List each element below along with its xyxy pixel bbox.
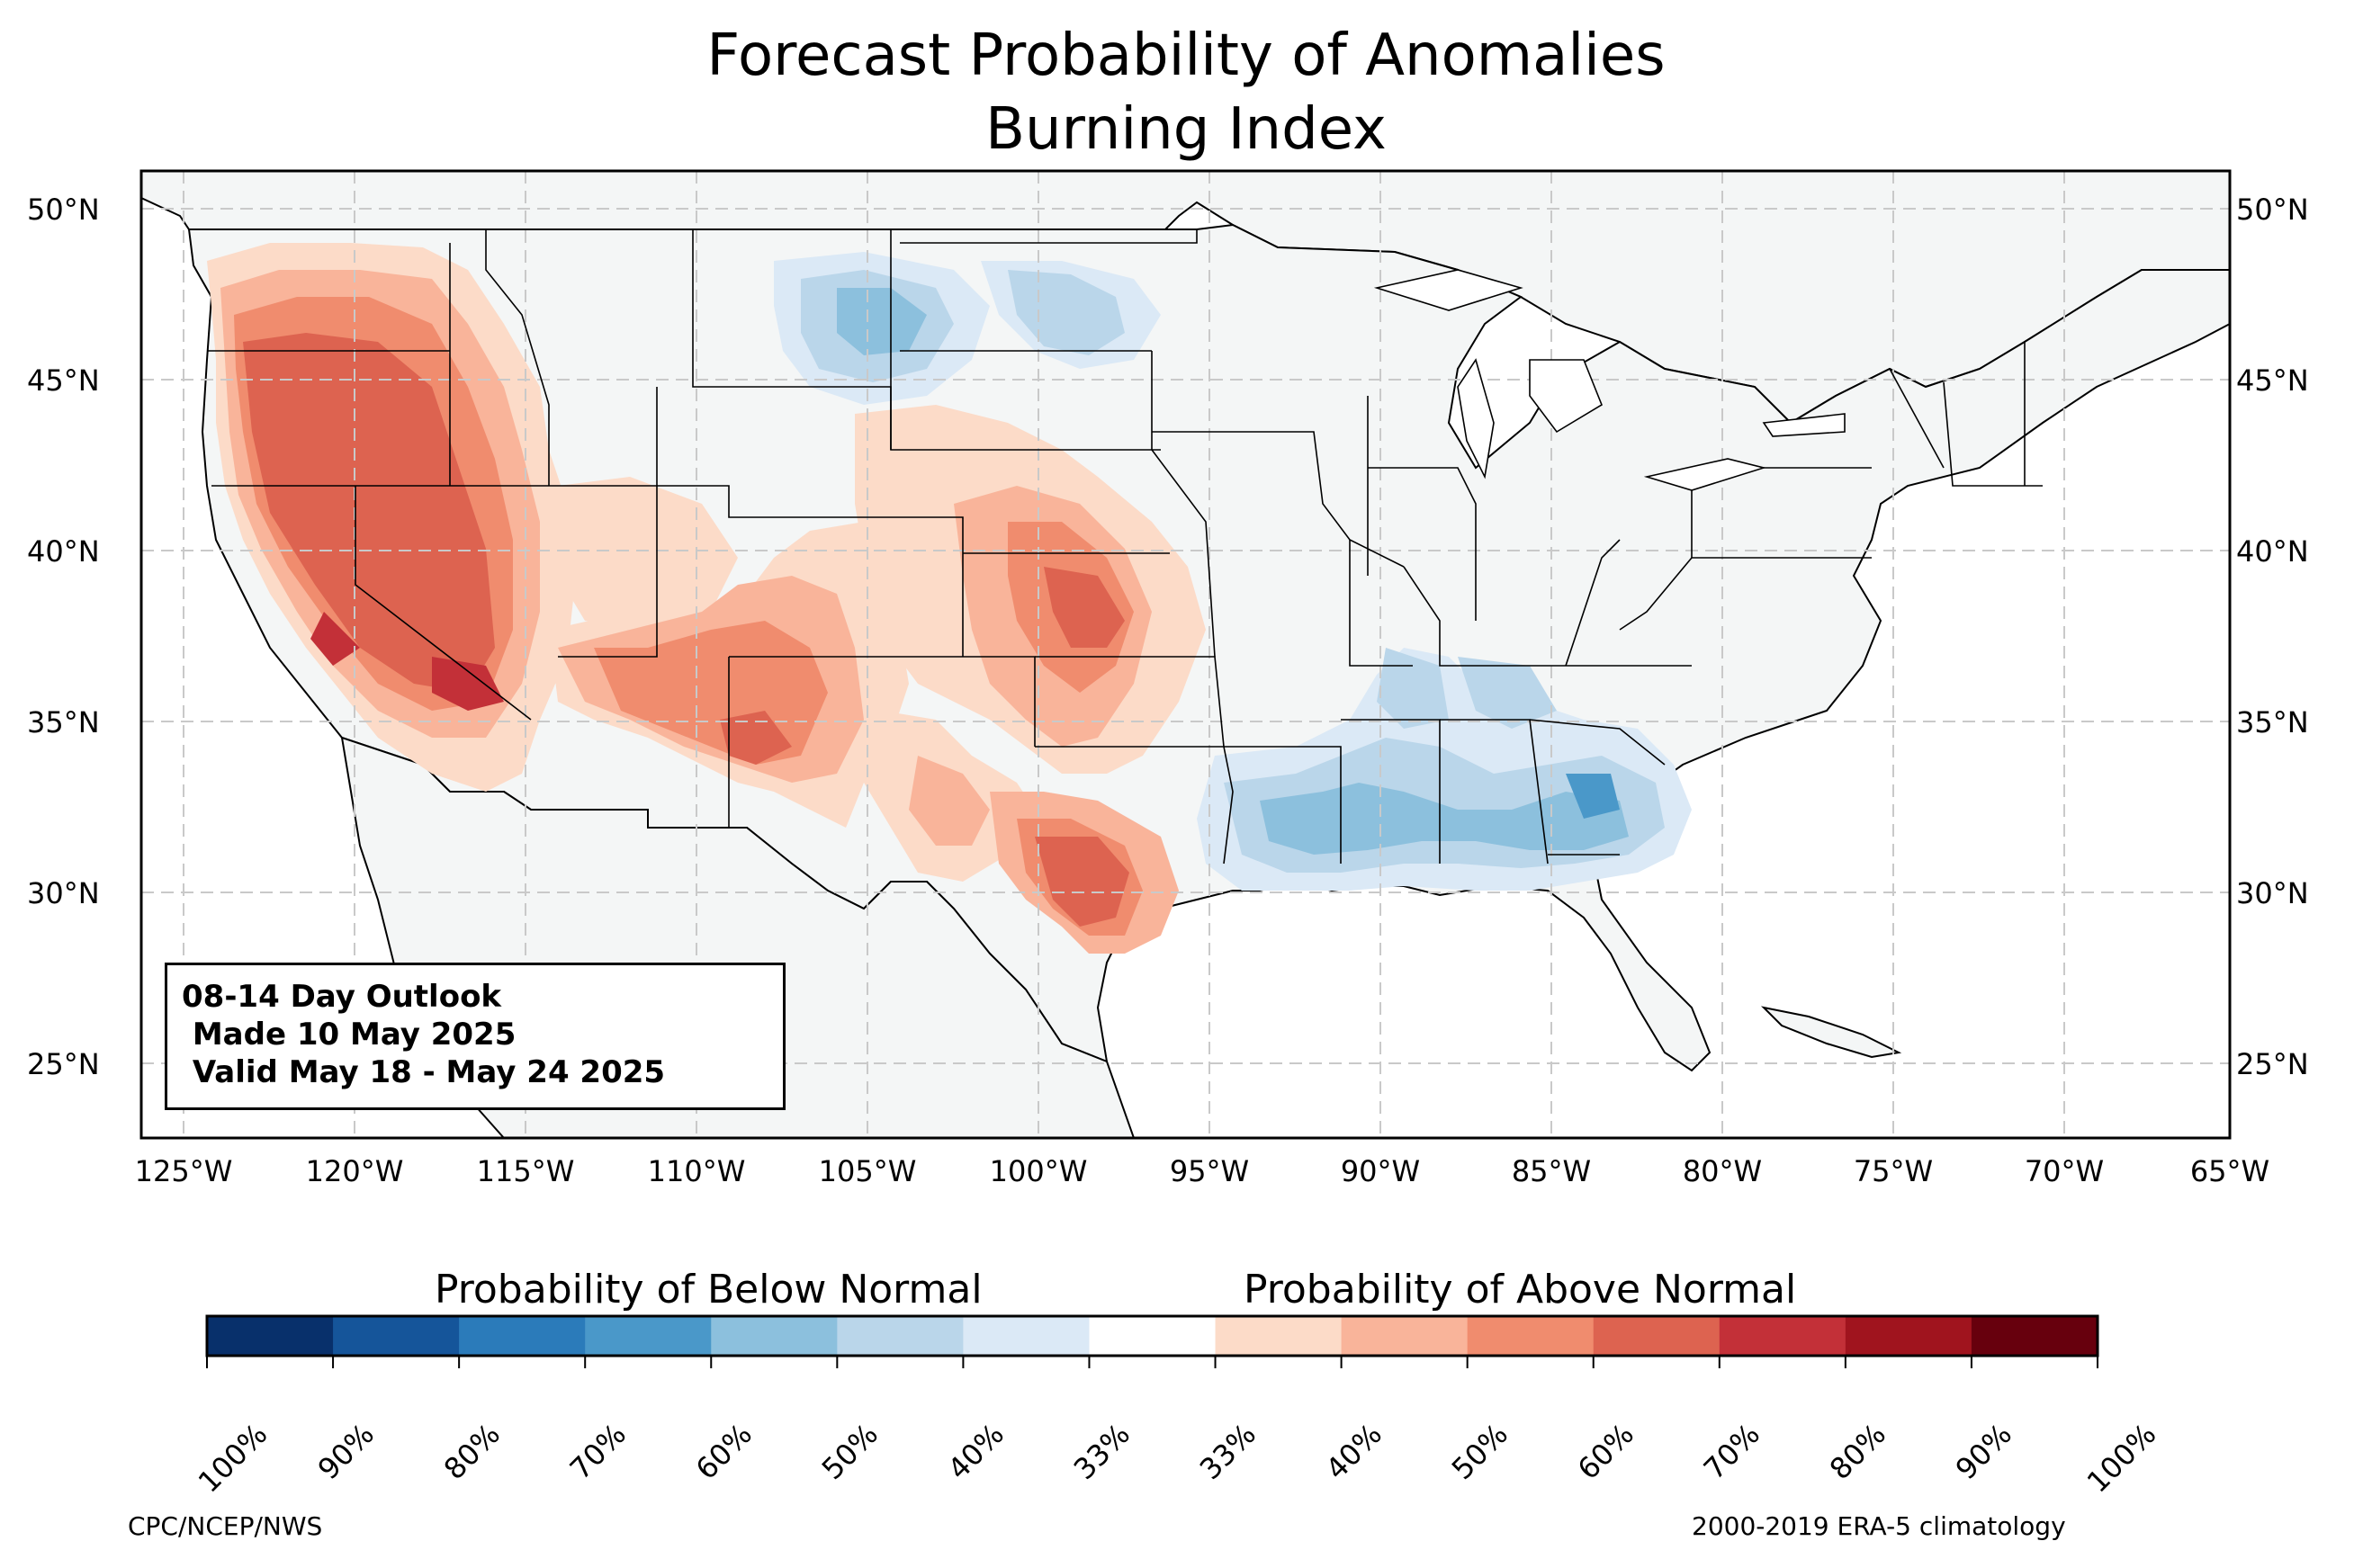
great-lakes bbox=[1373, 269, 1846, 491]
lon-label-65w: 65°W bbox=[2189, 1154, 2270, 1188]
colorbar-swatch bbox=[1341, 1316, 1469, 1356]
credit-source: CPC/NCEP/NWS bbox=[128, 1511, 323, 1541]
lon-label-75w: 75°W bbox=[1853, 1154, 1934, 1188]
lon-label-95w: 95°W bbox=[1169, 1154, 1250, 1188]
cuba-land bbox=[1760, 1006, 1902, 1059]
outlook-period: 08-14 Day Outlook bbox=[182, 979, 502, 1015]
colorbar-swatch bbox=[1467, 1316, 1595, 1356]
lon-label-125w: 125°W bbox=[134, 1154, 233, 1188]
lat-label-40n-right: 40°N bbox=[2236, 534, 2309, 569]
map-subtitle: Burning Index bbox=[985, 96, 1387, 163]
lon-label-90w: 90°W bbox=[1340, 1154, 1421, 1188]
colorbar-swatch bbox=[1215, 1316, 1343, 1356]
map-frame bbox=[139, 169, 2232, 1140]
colorbar-swatch bbox=[711, 1316, 838, 1356]
lat-label-45n-right: 45°N bbox=[2236, 363, 2309, 398]
colorbar-swatch bbox=[837, 1316, 964, 1356]
colorbar-swatch bbox=[1845, 1316, 1972, 1356]
lon-label-70w: 70°W bbox=[2024, 1154, 2105, 1188]
lon-label-110w: 110°W bbox=[647, 1154, 746, 1188]
lon-label-115w: 115°W bbox=[476, 1154, 575, 1188]
lon-label-105w: 105°W bbox=[818, 1154, 917, 1188]
lon-label-120w: 120°W bbox=[305, 1154, 404, 1188]
below-normal-areas bbox=[774, 252, 1692, 891]
colorbar-swatch bbox=[333, 1316, 460, 1356]
colorbar-swatch bbox=[1971, 1316, 2098, 1356]
lat-label-25n-left: 25°N bbox=[27, 1047, 100, 1081]
outlook-made-date: Made 10 May 2025 bbox=[182, 1017, 517, 1053]
lat-label-25n-right: 25°N bbox=[2236, 1047, 2309, 1081]
colorbar-swatch bbox=[1089, 1316, 1217, 1356]
colorbar-swatch bbox=[207, 1316, 334, 1356]
lon-label-85w: 85°W bbox=[1511, 1154, 1592, 1188]
lat-label-50n-right: 50°N bbox=[2236, 193, 2309, 227]
above-normal-areas bbox=[207, 243, 1206, 954]
colorbar-swatch bbox=[1719, 1316, 1846, 1356]
outlook-valid-dates: Valid May 18 - May 24 2025 bbox=[182, 1054, 666, 1090]
lat-label-30n-left: 30°N bbox=[27, 876, 100, 910]
colorbar-outline bbox=[205, 1314, 2099, 1357]
colorbar-swatch bbox=[963, 1316, 1090, 1356]
lat-label-35n-left: 35°N bbox=[27, 705, 100, 739]
credit-climatology: 2000-2019 ERA-5 climatology bbox=[1692, 1511, 2066, 1541]
colorbar bbox=[205, 1314, 2099, 1368]
colorbar-swatch bbox=[1593, 1316, 1721, 1356]
colorbar-swatch bbox=[459, 1316, 586, 1356]
colorbar-swatch bbox=[585, 1316, 712, 1356]
outlook-info-box: 08-14 Day Outlook Made 10 May 2025 Valid… bbox=[165, 963, 786, 1110]
lat-label-50n-left: 50°N bbox=[27, 193, 100, 227]
lat-label-40n-left: 40°N bbox=[27, 534, 100, 569]
lon-label-100w: 100°W bbox=[989, 1154, 1088, 1188]
lat-label-35n-right: 35°N bbox=[2236, 705, 2309, 739]
below-normal-heading: Probability of Below Normal bbox=[435, 1267, 983, 1313]
lat-label-45n-left: 45°N bbox=[27, 363, 100, 398]
lon-label-80w: 80°W bbox=[1682, 1154, 1763, 1188]
map-title: Forecast Probability of Anomalies bbox=[706, 22, 1666, 89]
state-boundaries bbox=[207, 229, 2043, 865]
lat-label-30n-right: 30°N bbox=[2236, 876, 2309, 910]
above-normal-heading: Probability of Above Normal bbox=[1244, 1267, 1797, 1313]
